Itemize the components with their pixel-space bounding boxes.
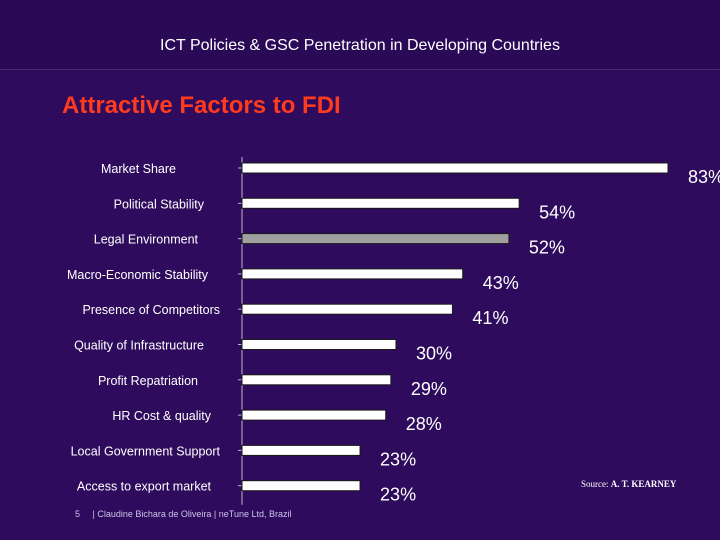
- category-label: Market Share: [101, 162, 176, 176]
- value-label: 43%: [483, 273, 519, 293]
- category-label: Macro-Economic Stability: [67, 268, 209, 282]
- header-divider: [0, 69, 720, 70]
- bar: [241, 233, 510, 245]
- value-label: 30%: [416, 344, 452, 364]
- header-title: ICT Policies & GSC Penetration in Develo…: [160, 37, 560, 54]
- category-label: Local Government Support: [71, 444, 221, 458]
- category-label: Profit Repatriation: [98, 374, 198, 388]
- source-label: Source:: [581, 479, 609, 489]
- source-name: A. T. KEARNEY: [610, 479, 677, 489]
- value-label: 23%: [380, 485, 416, 505]
- page-number: 5: [75, 509, 81, 519]
- category-label: HR Cost & quality: [112, 409, 211, 423]
- footer-credit: | Claudine Bichara de Oliveira | neTune …: [92, 509, 292, 519]
- bar: [241, 444, 361, 456]
- bar: [241, 339, 397, 350]
- value-label: 83%: [688, 167, 720, 187]
- bar: [241, 303, 453, 315]
- header-bar: ICT Policies & GSC Penetration in Develo…: [0, 0, 720, 70]
- bar: [241, 197, 520, 209]
- value-label: 41%: [472, 308, 508, 328]
- category-label: Presence of Competitors: [82, 303, 220, 317]
- slide-title: Attractive Factors to FDI: [62, 92, 341, 119]
- bar: [241, 480, 361, 492]
- category-label: Access to export market: [77, 480, 212, 494]
- bar: [241, 162, 669, 174]
- value-label: 52%: [529, 238, 565, 258]
- value-label: 29%: [411, 379, 447, 399]
- bar: [241, 374, 392, 386]
- category-label: Political Stability: [114, 197, 205, 211]
- source-note: Source: A. T. KEARNEY: [581, 479, 676, 489]
- category-label: Legal Environment: [94, 233, 199, 247]
- value-label: 23%: [380, 449, 416, 469]
- bar: [241, 409, 387, 421]
- footer: 5 | Claudine Bichara de Oliveira | neTun…: [75, 509, 291, 519]
- value-label: 28%: [406, 414, 442, 434]
- category-label: Quality of Infrastructure: [74, 339, 204, 353]
- value-label: 54%: [539, 202, 575, 222]
- bar: [241, 268, 464, 280]
